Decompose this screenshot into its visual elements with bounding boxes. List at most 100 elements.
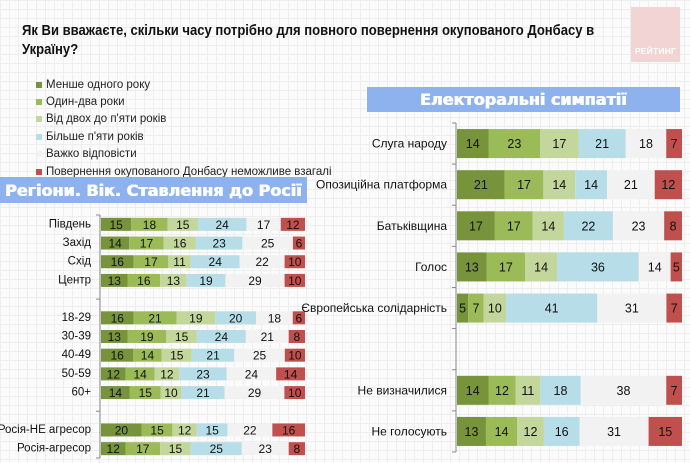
data-label: 11: [173, 255, 186, 269]
bar-segment: [543, 416, 580, 446]
data-label: 19: [199, 274, 213, 288]
data-label: 12: [107, 442, 121, 456]
bar-segment: [284, 255, 305, 269]
bar-segment: [607, 170, 655, 200]
data-label: 17: [136, 442, 150, 456]
regions-age-russia-chart: Південь 15 18 15 24 17 12 Захід 14 17 16 23 25 6 Схід 1…: [0, 214, 305, 459]
data-label: 25: [253, 349, 267, 363]
data-label: 12: [524, 425, 538, 439]
category-label: Не голосують: [372, 424, 448, 438]
data-label: 24: [245, 367, 259, 381]
data-label: 14: [108, 237, 122, 251]
bar-segment: [517, 416, 544, 446]
bar-segment: [196, 330, 246, 343]
bar-segment: [101, 217, 132, 231]
data-label: 7: [671, 302, 678, 316]
data-label: 21: [595, 137, 609, 151]
category-label: Опозиційна платформа: [316, 178, 447, 192]
data-label: 16: [282, 423, 296, 437]
legend-swatch-icon: [36, 133, 42, 140]
bar-segment: [227, 423, 273, 437]
data-label: 16: [555, 425, 569, 439]
bar-segment: [101, 386, 130, 400]
data-label: 11: [521, 384, 534, 398]
data-label: 13: [465, 425, 479, 439]
bar-segment: [154, 367, 180, 381]
legend-label: Один-два роки: [46, 96, 125, 109]
data-label: 14: [141, 349, 155, 363]
data-label: 31: [625, 302, 639, 316]
bar-segment: [181, 386, 225, 400]
bar-segment: [160, 386, 182, 400]
bar-segment: [504, 170, 544, 200]
bar-segment: [666, 293, 682, 323]
data-label: 21: [148, 311, 162, 325]
bar-segment: [578, 129, 626, 159]
data-label: 22: [581, 219, 595, 233]
bar-segment: [666, 375, 682, 405]
data-label: 8: [293, 330, 300, 344]
data-label: 24: [215, 330, 229, 344]
bar-segment: [457, 170, 505, 200]
data-label: 20: [229, 311, 243, 325]
data-label: 12: [107, 367, 121, 381]
data-label: 17: [507, 219, 521, 233]
category-label: 50-59: [62, 368, 91, 380]
bar-segment: [666, 129, 682, 159]
bar-segment: [133, 311, 177, 325]
bar-segment: [163, 236, 196, 250]
bar-segment: [172, 423, 197, 437]
bar-segment: [488, 375, 516, 405]
bar-segment: [457, 375, 489, 405]
bar-segment: [101, 311, 134, 325]
category-label: Голос: [415, 260, 447, 274]
data-label: 21: [196, 386, 210, 400]
bar-segment: [246, 217, 281, 231]
data-label: 14: [534, 260, 548, 274]
legend-swatch-icon: [36, 168, 42, 175]
bar-segment: [540, 375, 581, 405]
data-label: 24: [216, 218, 230, 232]
bar-segment: [161, 348, 192, 362]
data-label: 7: [671, 384, 678, 398]
bar-segment: [190, 255, 240, 269]
bar-segment: [457, 211, 495, 241]
reyting-logo: РЕЙТИНГ: [631, 7, 680, 62]
bar-segment: [515, 375, 541, 405]
data-label: 10: [288, 349, 302, 363]
bar-segment: [272, 423, 305, 437]
regions-section-title: Регіони. Вік. Ставлення до Росії: [5, 180, 302, 200]
legend-item-less-than-year: Менше одного року: [36, 76, 332, 93]
data-label: 14: [552, 178, 566, 192]
bar-segment: [195, 236, 243, 250]
bar-segment: [525, 252, 557, 282]
legend-swatch-icon: [36, 99, 42, 106]
bar-segment: [160, 442, 191, 456]
data-label: 14: [648, 260, 662, 274]
data-label: 12: [661, 178, 675, 192]
bar-segment: [580, 375, 667, 405]
bar-segment: [127, 273, 161, 287]
bar-segment: [245, 330, 289, 343]
data-label: 6: [296, 237, 303, 251]
bar-segment: [488, 129, 541, 159]
data-label: 16: [137, 274, 151, 288]
legend-label: Повернення окупованого Донбасу неможливе…: [46, 165, 332, 178]
bar-segment: [284, 348, 305, 362]
category-label: Слуга народу: [372, 137, 447, 151]
data-label: 25: [261, 237, 275, 251]
bar-segment: [532, 211, 564, 241]
category-label: Батьківщина: [377, 219, 448, 233]
bar-segment: [557, 252, 639, 282]
data-label: 14: [284, 367, 298, 381]
data-label: 14: [133, 367, 147, 381]
data-label: 12: [160, 367, 174, 381]
bar-segment: [638, 252, 671, 282]
bar-segment: [284, 386, 305, 400]
data-label: 10: [288, 274, 302, 288]
electoral-sympathies-chart: Слуга народу 14 23 17 21 18 7 Опозиційна платфо…: [301, 122, 682, 453]
data-label: 18: [639, 137, 653, 151]
chart-legend: Менше одного року Один-два роки Від двох…: [36, 76, 332, 180]
bar-segment: [125, 367, 155, 381]
